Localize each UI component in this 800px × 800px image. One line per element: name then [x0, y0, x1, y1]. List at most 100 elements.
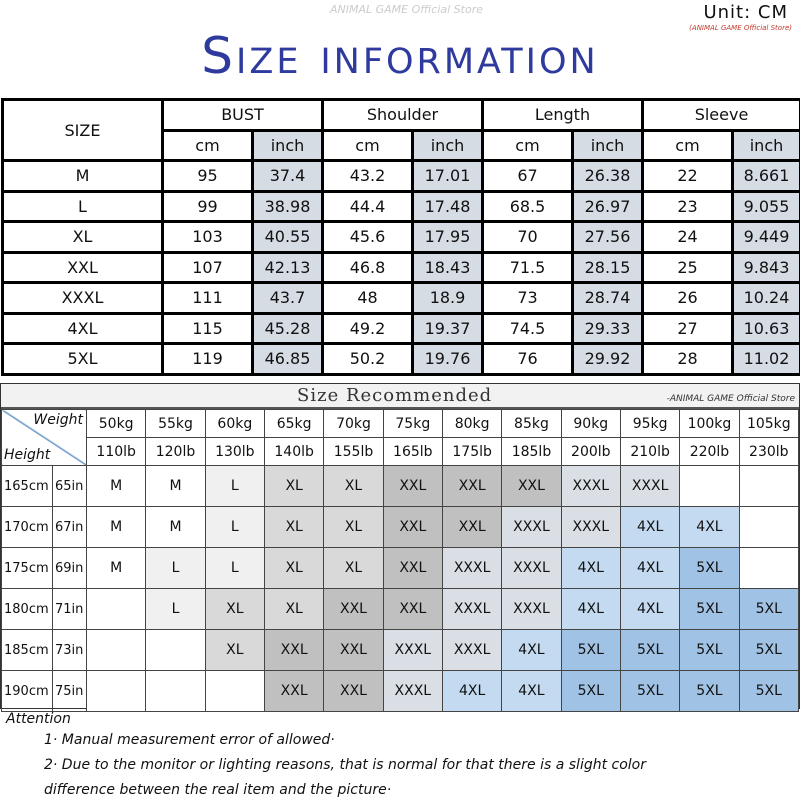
inch-cell: 43.7: [251, 281, 324, 315]
size-cell: 5XL: [738, 629, 800, 671]
size-cell: XXXL: [441, 588, 503, 630]
weight-kg-header: 65kg: [263, 409, 325, 438]
attention-line-3: difference between the real item and the…: [44, 782, 392, 798]
size-cell: XL: [204, 588, 265, 630]
table-row: 5XL 119 46.85 50.2 19.76 76 29.92 28 11.02: [1, 342, 800, 376]
attention-title: Attention: [6, 711, 71, 727]
group-header: BUST: [161, 98, 324, 132]
size-cell: XL: [263, 506, 325, 548]
size-cell: 4XL: [619, 506, 681, 548]
page-title: Size information: [201, 27, 599, 85]
inch-cell: 11.02: [730, 342, 800, 376]
size-cell: L: [204, 465, 265, 507]
cm-cell: 68.5: [481, 189, 574, 223]
size-cell: XXXL: [619, 465, 681, 507]
size-cell: XXXL: [441, 629, 503, 671]
size-cell: XL: [263, 588, 325, 630]
size-cell: XXL: [501, 465, 562, 507]
cm-cell: 67: [481, 159, 574, 193]
cm-cell: 50.2: [321, 342, 414, 376]
table-row: XXL 107 42.13 46.8 18.43 71.5 28.15 25 9.843: [1, 250, 800, 284]
recommend-title: Size Recommended: [297, 385, 493, 406]
size-cell: 5XL: [560, 670, 621, 712]
group-header: Sleeve: [640, 98, 800, 132]
size-cell: XXXL: [382, 670, 443, 712]
size-cell: XXXL: [501, 547, 562, 589]
inch-cell: 19.37: [411, 311, 484, 345]
cm-cell: 49.2: [321, 311, 414, 345]
cm-cell: 76: [481, 342, 574, 376]
size-cell: M: [85, 465, 147, 507]
size-cell: L: [145, 547, 206, 589]
inch-cell: 42.13: [251, 250, 324, 284]
weight-kg-row: Weight Height 50kg 55kg 60kg 65kg 70kg 75kg 80kg…: [1, 409, 800, 466]
size-cell: [145, 670, 206, 712]
cm-cell: 24: [641, 220, 734, 254]
cm-header: cm: [641, 128, 734, 162]
height-in-cell: 71in: [52, 588, 87, 630]
store-note: (ANIMAL GAME Official Store): [689, 24, 792, 32]
size-cell: 5XL: [619, 670, 681, 712]
weight-lb-header: 185lb: [501, 437, 562, 466]
inch-cell: 17.48: [411, 189, 484, 223]
height-in-cell: 65in: [52, 465, 87, 507]
cm-cell: 25: [641, 250, 734, 284]
weight-kg-header: 80kg: [441, 409, 503, 438]
size-cell: XXL: [323, 670, 384, 712]
size-cell: 5XL: [619, 629, 681, 671]
inch-cell: 38.98: [251, 189, 324, 223]
cm-cell: 28: [641, 342, 734, 376]
group-header: Length: [481, 98, 644, 132]
size-cell: XXL: [382, 506, 443, 548]
inch-cell: 9.843: [730, 250, 800, 284]
cm-cell: 115: [161, 311, 254, 345]
recommend-title-bar: Size Recommended -ANIMAL GAME Official S…: [1, 384, 799, 409]
height-in-cell: 73in: [52, 629, 87, 671]
size-cell: [204, 670, 265, 712]
weight-kg-header: 50kg: [85, 409, 147, 438]
inch-cell: 29.92: [571, 342, 644, 376]
size-cell: M: [85, 547, 147, 589]
unit-row: cm inch cm inch cm inch cm inch: [3, 128, 800, 162]
size-cell: XXXL: [441, 547, 503, 589]
size-cell: 4XL: [560, 588, 621, 630]
height-cm-cell: 185cm: [1, 629, 53, 671]
size-cell: L: [204, 547, 265, 589]
size-information-table: SIZE BUST Shoulder Length Sleeve cm inch cm inch…: [1, 98, 800, 376]
table-row: XL 103 40.55 45.6 17.95 70 27.56 24 9.449: [1, 220, 800, 254]
height-cm-cell: 175cm: [1, 547, 53, 589]
cm-cell: 26: [641, 281, 734, 315]
weight-kg-header: 60kg: [204, 409, 265, 438]
size-cell: M: [145, 506, 206, 548]
size-cell: XXL: [441, 465, 503, 507]
inch-cell: 17.01: [411, 159, 484, 193]
size-cell: [85, 588, 147, 630]
inch-header: inch: [571, 128, 644, 162]
height-in-cell: 75in: [52, 670, 87, 712]
cm-cell: 48: [321, 281, 414, 315]
height-cm-cell: 170cm: [1, 506, 53, 548]
table-row: 175cm 69in M L L XL XL XXL XXXL XXXL 4XL 4XL 5XL: [1, 547, 800, 589]
weight-kg-header: 105kg: [738, 409, 800, 438]
size-cell: [85, 670, 147, 712]
table-row: 4XL 115 45.28 49.2 19.37 74.5 29.33 27 10.63: [1, 311, 800, 345]
recommend-store: -ANIMAL GAME Official Store: [666, 394, 795, 404]
size-cell: XXL: [263, 670, 325, 712]
weight-lb-header: 110lb: [85, 437, 147, 466]
size-cell: XXXL: [501, 588, 562, 630]
size-recommended-table: Weight Height 50kg 55kg 60kg 65kg 70kg 75kg 80kg…: [1, 409, 800, 712]
cm-cell: 99: [161, 189, 254, 223]
weight-kg-header: 70kg: [323, 409, 384, 438]
weight-kg-header: 85kg: [501, 409, 562, 438]
cm-cell: 22: [641, 159, 734, 193]
size-cell: XXXL: [560, 506, 621, 548]
height-label: Height: [4, 447, 51, 463]
inch-cell: 28.15: [571, 250, 644, 284]
table-row: 185cm 73in XL XXL XXL XXXL XXXL 4XL 5XL 5XL 5XL 5XL: [1, 629, 800, 671]
inch-cell: 10.63: [730, 311, 800, 345]
inch-cell: 27.56: [571, 220, 644, 254]
weight-kg-header: 95kg: [619, 409, 681, 438]
table-row: 190cm 75in XXL XXL XXXL 4XL 4XL 5XL 5XL 5XL 5XL: [1, 670, 800, 712]
cm-cell: 44.4: [321, 189, 414, 223]
size-cell: 4XL: [501, 670, 562, 712]
